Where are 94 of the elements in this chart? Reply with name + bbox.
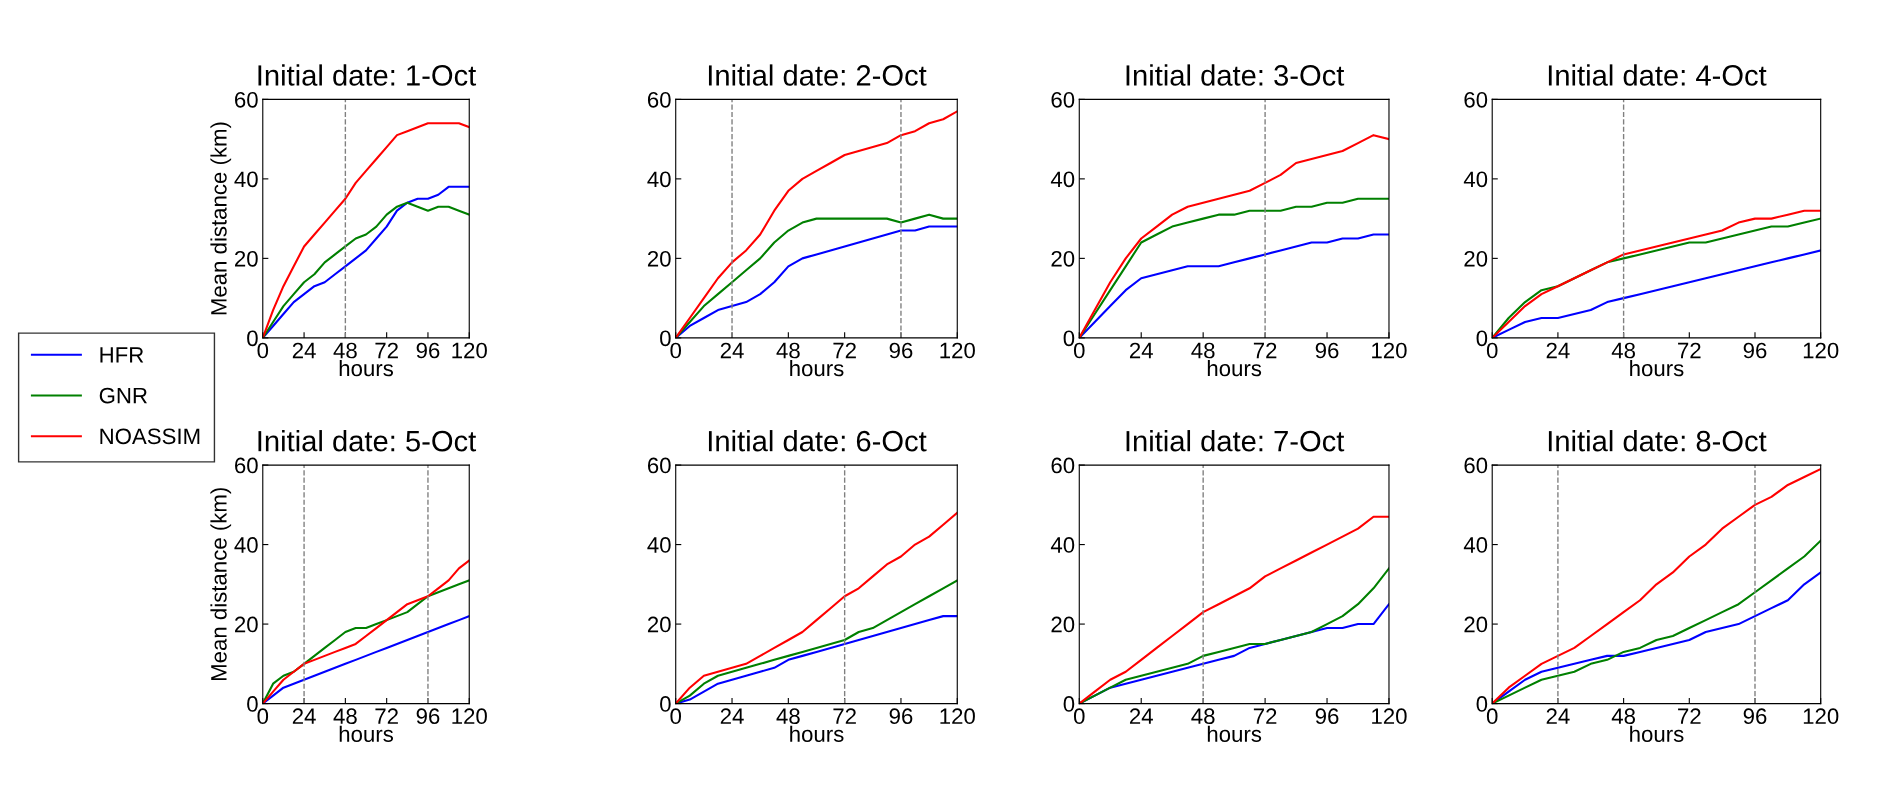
x-axis-title: hours [1207,725,1262,742]
line-series [1492,468,1821,704]
chart-title: Initial date: 7-Oct [1126,430,1345,452]
y-tick-label: 60 [647,457,671,474]
x-tick-label: 24 [292,708,316,724]
x-tick-label: 72 [1678,708,1701,724]
x-tick-label: 24 [1129,342,1153,359]
chart-title: Initial date: 1-Oct [258,64,477,86]
x-tick-label: 48 [776,708,800,725]
x-tick-label: 120 [940,342,975,359]
x-tick-label: 48 [1611,708,1635,725]
y-tick-label: 20 [647,616,671,633]
y-tick-label: 60 [235,457,258,474]
y-tick-label: 0 [1476,330,1488,347]
y-tick-label: 40 [1463,171,1488,188]
x-tick-label: 120 [1372,342,1407,359]
x-tick-label: 120 [452,708,487,725]
chart-title: Initial date: 4-Oct [1548,64,1767,86]
x-tick-label: 120 [1803,342,1839,359]
x-tick-label: 72 [833,342,856,359]
x-tick-label: 24 [1546,342,1570,359]
x-tick-label: 96 [416,342,440,359]
y-tick-label: 60 [1051,91,1075,108]
y-tick-label: 20 [1051,616,1075,633]
y-tick-label: 40 [647,537,671,553]
y-tick-label: 20 [235,250,258,267]
y-tick-label: 0 [1476,696,1488,712]
x-tick-label: 96 [889,342,913,359]
x-tick-label: 120 [1803,708,1839,725]
x-tick-label: 24 [1546,708,1570,724]
y-tick-label: 20 [235,616,258,633]
y-tick-label: 60 [647,91,671,108]
x-axis-title: hours [1630,359,1684,377]
y-tick-label: 60 [235,91,258,108]
y-tick-label: 60 [1464,91,1488,108]
y-tick-label: 0 [1063,330,1075,347]
legend-label: NOASSIM [100,428,200,445]
x-tick-label: 96 [1743,708,1767,725]
x-tick-label: 120 [940,708,975,725]
chart-title: Initial date: 8-Oct [1548,430,1767,452]
y-tick-label: 60 [1051,457,1075,474]
y-tick-label: 40 [1463,537,1488,553]
x-tick-label: 48 [333,708,357,725]
y-tick-label: 40 [234,537,258,553]
y-tick-label: 20 [647,250,671,267]
x-tick-label: 48 [776,342,800,359]
y-tick-label: 40 [234,171,258,188]
x-tick-label: 96 [1315,708,1339,725]
y-tick-label: 0 [1063,696,1075,712]
x-tick-label: 24 [720,342,744,359]
x-tick-label: 24 [1129,708,1153,724]
y-tick-label: 40 [1050,537,1075,553]
chart-title: Initial date: 5-Oct [258,430,477,452]
x-tick-label: 96 [1315,342,1339,359]
y-axis-title: Mean distance (km) [210,488,232,681]
x-axis-title: hours [339,725,394,742]
x-axis-title: hours [790,359,844,377]
x-tick-label: 120 [1372,708,1407,725]
x-tick-label: 72 [833,708,856,724]
y-tick-label: 20 [1464,250,1488,267]
legend-label: HFR [100,347,144,363]
x-tick-label: 48 [1611,342,1635,359]
x-tick-label: 48 [1191,342,1215,359]
chart-title: Initial date: 3-Oct [1126,64,1345,86]
x-tick-label: 72 [1678,342,1701,359]
y-tick-label: 60 [1464,457,1488,474]
x-tick-label: 72 [1253,342,1277,359]
x-tick-label: 72 [375,708,398,724]
x-axis-title: hours [1630,725,1684,742]
x-tick-label: 48 [333,342,357,359]
x-tick-label: 120 [452,342,487,359]
y-tick-label: 40 [647,171,671,188]
y-tick-label: 40 [1050,171,1075,188]
chart-title: Initial date: 2-Oct [708,64,927,86]
x-axis-title: hours [790,725,844,742]
x-tick-label: 72 [375,342,398,359]
y-axis-title: Mean distance (km) [210,122,232,315]
x-tick-label: 24 [292,342,316,359]
x-tick-label: 96 [1743,342,1767,359]
x-axis-title: hours [339,359,394,377]
x-tick-label: 96 [889,708,913,725]
y-tick-label: 20 [1464,616,1488,633]
y-tick-label: 0 [247,330,258,347]
x-tick-label: 48 [1191,708,1215,725]
x-tick-label: 72 [1253,708,1277,724]
x-axis-title: hours [1207,359,1262,377]
x-tick-label: 24 [720,708,744,724]
y-tick-label: 0 [660,696,671,712]
chart-title: Initial date: 6-Oct [708,430,927,452]
y-tick-label: 0 [247,696,258,712]
legend-label: GNR [99,387,147,404]
y-tick-label: 0 [660,330,671,347]
x-tick-label: 96 [416,708,440,725]
y-tick-label: 20 [1051,250,1075,267]
